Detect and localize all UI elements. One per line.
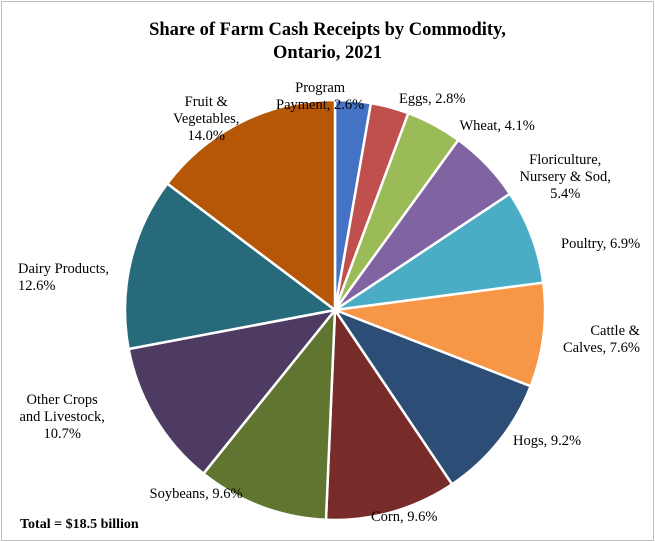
data-label-line: Fruit & (173, 94, 239, 111)
data-label-line: Hogs, 9.2% (513, 433, 581, 450)
data-label-dairy-products: Dairy Products, 12.6% (18, 261, 109, 295)
data-label-line: Other Crops (20, 392, 105, 409)
data-label-corn: Corn, 9.6% (371, 509, 437, 526)
data-label-fruit-vegetables: Fruit & Vegetables, 14.0% (173, 94, 239, 145)
data-label-line: 12.6% (18, 278, 109, 295)
data-label-line: 14.0% (173, 128, 239, 145)
data-label-line: Corn, 9.6% (371, 509, 437, 526)
data-label-line: Floriculture, (520, 152, 611, 169)
data-label-line: Vegetables, (173, 111, 239, 128)
data-label-line: Program (276, 80, 364, 97)
data-label-poultry: Poultry, 6.9% (561, 236, 640, 253)
data-label-soybeans: Soybeans, 9.6% (150, 486, 243, 503)
data-label-floriculture-nursery-sod: Floriculture, Nursery & Sod, 5.4% (520, 152, 611, 203)
data-label-line: Wheat, 4.1% (460, 118, 535, 135)
data-label-other-crops-and-livestock: Other Crops and Livestock, 10.7% (20, 392, 105, 443)
data-label-line: Payment, 2.6% (276, 97, 364, 114)
data-label-line: Soybeans, 9.6% (150, 486, 243, 503)
data-label-line: and Livestock, (20, 409, 105, 426)
data-label-eggs: Eggs, 2.8% (399, 91, 465, 108)
data-label-line: Poultry, 6.9% (561, 236, 640, 253)
data-label-program-payment: Program Payment, 2.6% (276, 80, 364, 114)
data-label-line: Eggs, 2.8% (399, 91, 465, 108)
data-label-line: Dairy Products, (18, 261, 109, 278)
data-label-hogs: Hogs, 9.2% (513, 433, 581, 450)
data-label-line: Nursery & Sod, (520, 169, 611, 186)
data-label-line: Calves, 7.6% (563, 340, 640, 357)
total-footnote: Total = $18.5 billion (20, 517, 139, 533)
data-label-line: 5.4% (520, 186, 611, 203)
data-label-line: 10.7% (20, 426, 105, 443)
data-label-line: Cattle & (563, 323, 640, 340)
data-label-wheat: Wheat, 4.1% (460, 118, 535, 135)
data-label-cattle-calves: Cattle & Calves, 7.6% (563, 323, 640, 357)
